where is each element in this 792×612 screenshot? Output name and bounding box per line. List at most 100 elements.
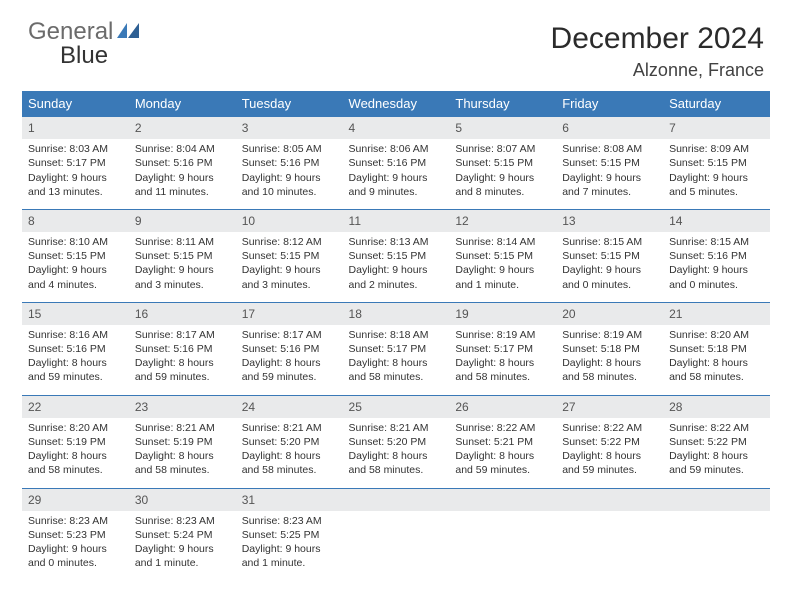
day-cell: Sunrise: 8:20 AMSunset: 5:18 PMDaylight:… [663,325,770,395]
empty-cell [449,488,556,511]
empty-cell [556,488,663,511]
day-number: 11 [343,209,450,232]
sunrise-line: Sunrise: 8:23 AM [242,514,337,528]
daylight-line: Daylight: 8 hours [669,356,764,370]
daylight-line: Daylight: 9 hours [135,542,230,556]
day-number: 23 [129,395,236,418]
info-row: Sunrise: 8:03 AMSunset: 5:17 PMDaylight:… [22,139,770,209]
daylight-line: Daylight: 8 hours [349,356,444,370]
sunrise-line: Sunrise: 8:19 AM [455,328,550,342]
sunset-line: Sunset: 5:17 PM [455,342,550,356]
location-label: Alzonne, France [22,60,764,81]
daylight-line: Daylight: 8 hours [242,449,337,463]
sunrise-line: Sunrise: 8:21 AM [349,421,444,435]
daylight-line: Daylight: 9 hours [242,542,337,556]
day-cell: Sunrise: 8:23 AMSunset: 5:24 PMDaylight:… [129,511,236,581]
sunset-line: Sunset: 5:16 PM [349,156,444,170]
sunset-line: Sunset: 5:24 PM [135,528,230,542]
day-number: 26 [449,395,556,418]
day-number: 30 [129,488,236,511]
daylight-line: Daylight: 8 hours [242,356,337,370]
daylight-line: Daylight: 8 hours [135,356,230,370]
day-cell: Sunrise: 8:14 AMSunset: 5:15 PMDaylight:… [449,232,556,302]
weekday-monday: Monday [129,91,236,117]
weekday-thursday: Thursday [449,91,556,117]
sunset-line: Sunset: 5:15 PM [669,156,764,170]
sunrise-line: Sunrise: 8:22 AM [669,421,764,435]
info-row: Sunrise: 8:10 AMSunset: 5:15 PMDaylight:… [22,232,770,302]
daylight-line: and 1 minute. [455,278,550,292]
weekday-wednesday: Wednesday [343,91,450,117]
sunset-line: Sunset: 5:16 PM [28,342,123,356]
sunrise-line: Sunrise: 8:08 AM [562,142,657,156]
daylight-line: and 0 minutes. [28,556,123,570]
daylight-line: Daylight: 8 hours [669,449,764,463]
empty-cell [343,511,450,581]
sunset-line: Sunset: 5:23 PM [28,528,123,542]
weekday-friday: Friday [556,91,663,117]
sail-icon [117,20,139,48]
daylight-line: and 58 minutes. [135,463,230,477]
sunset-line: Sunset: 5:16 PM [135,342,230,356]
sunset-line: Sunset: 5:15 PM [349,249,444,263]
day-cell: Sunrise: 8:13 AMSunset: 5:15 PMDaylight:… [343,232,450,302]
daylight-line: and 0 minutes. [562,278,657,292]
day-cell: Sunrise: 8:16 AMSunset: 5:16 PMDaylight:… [22,325,129,395]
day-cell: Sunrise: 8:22 AMSunset: 5:22 PMDaylight:… [663,418,770,488]
sunset-line: Sunset: 5:19 PM [135,435,230,449]
daylight-line: and 58 minutes. [455,370,550,384]
daynum-row: 891011121314 [22,209,770,232]
day-cell: Sunrise: 8:18 AMSunset: 5:17 PMDaylight:… [343,325,450,395]
sunrise-line: Sunrise: 8:17 AM [242,328,337,342]
day-cell: Sunrise: 8:04 AMSunset: 5:16 PMDaylight:… [129,139,236,209]
sunset-line: Sunset: 5:15 PM [242,249,337,263]
empty-cell [663,511,770,581]
daylight-line: and 9 minutes. [349,185,444,199]
weekday-sunday: Sunday [22,91,129,117]
daylight-line: and 1 minute. [135,556,230,570]
day-cell: Sunrise: 8:22 AMSunset: 5:22 PMDaylight:… [556,418,663,488]
empty-cell [449,511,556,581]
sunrise-line: Sunrise: 8:20 AM [669,328,764,342]
sunrise-line: Sunrise: 8:20 AM [28,421,123,435]
daylight-line: and 1 minute. [242,556,337,570]
daylight-line: Daylight: 9 hours [135,171,230,185]
daylight-line: Daylight: 9 hours [349,263,444,277]
day-number: 1 [22,117,129,140]
day-cell: Sunrise: 8:23 AMSunset: 5:23 PMDaylight:… [22,511,129,581]
day-number: 8 [22,209,129,232]
day-number: 29 [22,488,129,511]
sunset-line: Sunset: 5:18 PM [562,342,657,356]
sunset-line: Sunset: 5:17 PM [349,342,444,356]
day-number: 18 [343,302,450,325]
day-number: 4 [343,117,450,140]
day-number: 17 [236,302,343,325]
sunset-line: Sunset: 5:15 PM [135,249,230,263]
daylight-line: Daylight: 9 hours [135,263,230,277]
daylight-line: Daylight: 9 hours [28,171,123,185]
info-row: Sunrise: 8:23 AM Sunset: 5:23 PM Daylight:… [22,511,770,581]
daylight-line: Daylight: 9 hours [669,263,764,277]
daylight-line: and 5 minutes. [669,185,764,199]
sunrise-line: Sunrise: 8:06 AM [349,142,444,156]
sunset-line: Sunset: 5:16 PM [135,156,230,170]
daylight-line: and 13 minutes. [28,185,123,199]
day-cell: Sunrise: 8:07 AMSunset: 5:15 PMDaylight:… [449,139,556,209]
day-number: 19 [449,302,556,325]
day-number: 22 [22,395,129,418]
sunrise-line: Sunrise: 8:14 AM [455,235,550,249]
daylight-line: Daylight: 8 hours [455,356,550,370]
daylight-line: and 2 minutes. [349,278,444,292]
day-cell: Sunrise: 8:21 AMSunset: 5:20 PMDaylight:… [343,418,450,488]
sunset-line: Sunset: 5:20 PM [242,435,337,449]
daylight-line: and 59 minutes. [242,370,337,384]
day-number: 6 [556,117,663,140]
daynum-row: 15161718192021 [22,302,770,325]
day-cell: Sunrise: 8:05 AMSunset: 5:16 PMDaylight:… [236,139,343,209]
sunset-line: Sunset: 5:15 PM [28,249,123,263]
sunset-line: Sunset: 5:16 PM [669,249,764,263]
info-row: Sunrise: 8:20 AM Sunset: 5:19 PM Daylight:… [22,418,770,488]
day-number: 25 [343,395,450,418]
daylight-line: and 59 minutes. [28,370,123,384]
day-number: 5 [449,117,556,140]
